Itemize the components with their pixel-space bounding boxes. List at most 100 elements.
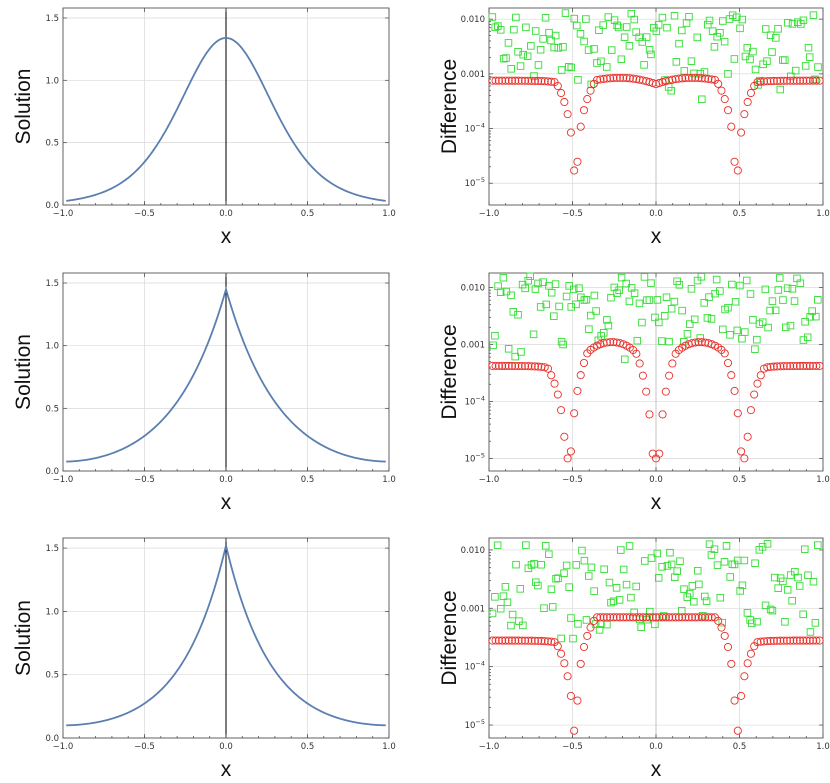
red-circle-point bbox=[759, 77, 769, 86]
red-circle-point bbox=[746, 88, 755, 98]
green-square-point bbox=[621, 355, 629, 364]
green-square-point bbox=[531, 285, 540, 293]
green-square-point bbox=[599, 21, 607, 29]
green-square-point bbox=[812, 312, 820, 321]
red-circle-point bbox=[609, 613, 618, 622]
red-circle-point bbox=[602, 338, 611, 347]
green-square-point bbox=[731, 297, 740, 306]
green-square-point bbox=[738, 581, 747, 590]
green-square-point bbox=[799, 336, 808, 344]
green-square-point bbox=[662, 293, 671, 301]
green-square-point bbox=[688, 582, 697, 590]
green-square-point bbox=[753, 335, 761, 344]
green-square-point bbox=[705, 16, 714, 25]
red-circle-point bbox=[521, 636, 530, 645]
y-tick-label: 0.5 bbox=[45, 404, 59, 414]
red-circle-point bbox=[557, 88, 566, 98]
x-tick-label: 0.0 bbox=[219, 209, 233, 219]
green-square-point bbox=[534, 279, 542, 288]
green-square-point bbox=[658, 13, 667, 22]
y-tick-label: 0.001 bbox=[461, 340, 485, 350]
red-circle-point bbox=[746, 649, 755, 658]
green-square-point bbox=[567, 614, 575, 622]
red-circle-point bbox=[779, 76, 788, 85]
green-square-point bbox=[770, 573, 779, 582]
green-square-point bbox=[776, 85, 785, 94]
red-circle-point bbox=[805, 361, 814, 371]
red-circle-point bbox=[753, 638, 762, 647]
x-axis-label: x bbox=[651, 491, 662, 514]
green-square-point bbox=[687, 57, 696, 65]
green-square-point bbox=[788, 596, 796, 605]
green-square-point bbox=[638, 318, 646, 327]
red-circle-point bbox=[743, 659, 752, 668]
red-circle-point bbox=[756, 77, 765, 86]
green-square-point bbox=[680, 67, 689, 75]
green-square-point bbox=[653, 296, 662, 304]
red-circle-point bbox=[612, 73, 621, 82]
red-circle-point bbox=[717, 86, 726, 95]
red-circle-point bbox=[704, 613, 713, 622]
green-square-point bbox=[801, 62, 810, 70]
green-square-point bbox=[508, 610, 517, 619]
red-circle-point bbox=[635, 613, 644, 622]
green-square-point bbox=[814, 541, 822, 549]
red-circle-point bbox=[599, 339, 608, 348]
green-square-point bbox=[555, 302, 563, 311]
green-square-point bbox=[685, 320, 694, 328]
green-square-point bbox=[791, 66, 800, 75]
red-circle-point bbox=[557, 406, 566, 415]
red-circle-point bbox=[543, 364, 553, 373]
red-circle-point bbox=[573, 157, 582, 166]
green-square-point bbox=[502, 287, 511, 296]
red-circle-point bbox=[514, 76, 523, 85]
solution-curve bbox=[66, 37, 386, 202]
y-tick-label: 0.5 bbox=[45, 671, 59, 681]
red-circle-point bbox=[723, 106, 733, 115]
green-square-point bbox=[625, 542, 634, 550]
red-circle-point bbox=[802, 636, 811, 645]
red-circle-point bbox=[534, 76, 543, 86]
red-circle-point bbox=[511, 361, 520, 371]
red-circle-point bbox=[527, 636, 536, 645]
red-circle-point bbox=[563, 454, 572, 463]
green-square-point bbox=[658, 563, 666, 571]
red-circle-point bbox=[792, 76, 801, 85]
green-square-point bbox=[716, 593, 725, 602]
red-circle-point bbox=[763, 77, 772, 86]
red-circle-point bbox=[733, 726, 742, 735]
green-square-point bbox=[512, 13, 520, 22]
y-tick-label: 1.0 bbox=[45, 342, 59, 352]
red-circle-point bbox=[773, 636, 782, 645]
red-circle-point bbox=[697, 613, 706, 622]
green-square-point bbox=[740, 556, 749, 565]
green-square-point bbox=[738, 15, 747, 24]
green-square-point bbox=[617, 55, 626, 63]
red-circle-point bbox=[743, 432, 752, 441]
red-circle-point bbox=[815, 636, 824, 645]
green-square-point bbox=[550, 312, 558, 320]
red-circle-point bbox=[678, 74, 687, 83]
green-square-point bbox=[603, 316, 611, 324]
red-circle-point bbox=[668, 75, 677, 84]
panel-sol-3: −1.0 −0.5 0.0 0.5 1.0 0.0 0.5 1.0 1.5 x Solution bbox=[12, 537, 396, 781]
green-square-point bbox=[550, 43, 558, 52]
green-square-point bbox=[545, 28, 553, 37]
green-square-point bbox=[491, 593, 499, 601]
red-circle-point bbox=[579, 358, 589, 368]
green-square-point bbox=[685, 13, 693, 21]
red-circle-point bbox=[511, 636, 520, 645]
green-square-point bbox=[726, 331, 734, 339]
green-square-point bbox=[502, 54, 510, 62]
green-square-point bbox=[602, 63, 611, 71]
red-circle-point bbox=[632, 613, 641, 622]
green-square-point bbox=[572, 561, 581, 569]
green-square-point bbox=[515, 617, 523, 625]
green-square-point bbox=[663, 23, 671, 32]
red-circle-point bbox=[691, 613, 700, 622]
red-circle-point bbox=[763, 363, 772, 372]
green-square-point bbox=[514, 310, 522, 319]
red-circle-point bbox=[638, 371, 647, 380]
red-circle-point bbox=[602, 613, 611, 622]
